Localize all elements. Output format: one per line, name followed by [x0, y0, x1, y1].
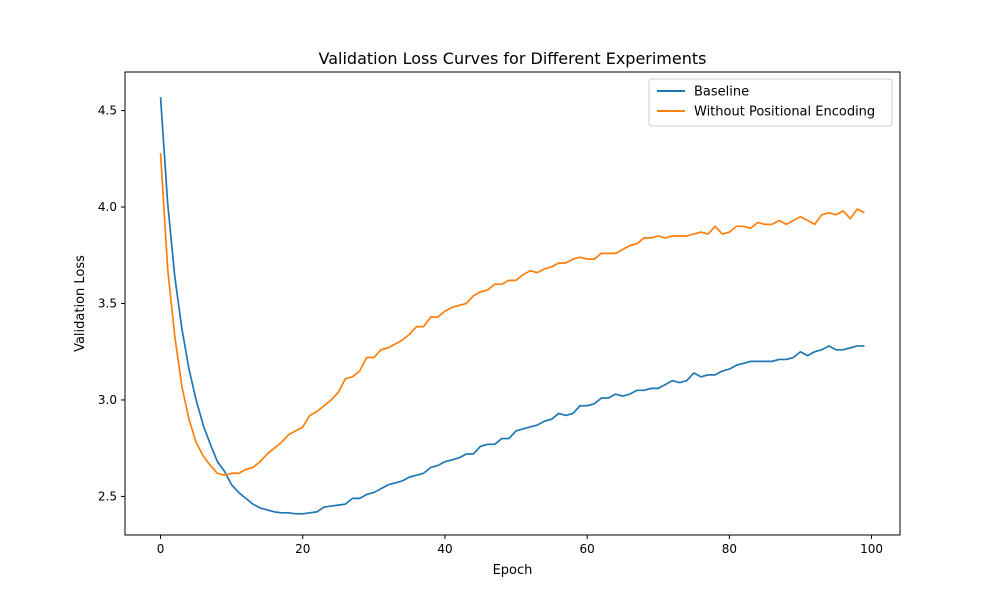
legend-box: [648, 78, 893, 127]
x-tick-label: 100: [860, 542, 883, 556]
y-axis-label: Validation Loss: [73, 255, 88, 352]
x-tick-label: 0: [157, 542, 165, 556]
x-tick-label: 40: [437, 542, 452, 556]
series-line-baseline: [159, 97, 865, 515]
series-layer: [159, 97, 865, 515]
plot-frame: [124, 71, 901, 536]
y-tick-label: 3.0: [98, 393, 117, 407]
x-axis-label: Epoch: [493, 563, 533, 578]
series-line-without-positional-encoding: [159, 152, 865, 477]
chart-title: Validation Loss Curves for Different Exp…: [319, 49, 707, 68]
legend-label-baseline: Baseline: [694, 85, 749, 100]
legend-label-without-positional-encoding: Without Positional Encoding: [694, 105, 875, 120]
x-tick-label: 80: [722, 542, 737, 556]
y-tick-label: 2.5: [98, 489, 117, 503]
y-tick-label: 4.5: [98, 104, 117, 118]
y-tick-label: 4.0: [98, 200, 117, 214]
x-tick-label: 20: [295, 542, 310, 556]
tick-layer: 0 20 40 60 80 100 2.5 3.0 3.5 4.0 4.5: [98, 104, 883, 556]
legend: Baseline Without Positional Encoding: [648, 78, 893, 127]
y-tick-label: 3.5: [98, 297, 117, 311]
x-tick-label: 60: [580, 542, 595, 556]
